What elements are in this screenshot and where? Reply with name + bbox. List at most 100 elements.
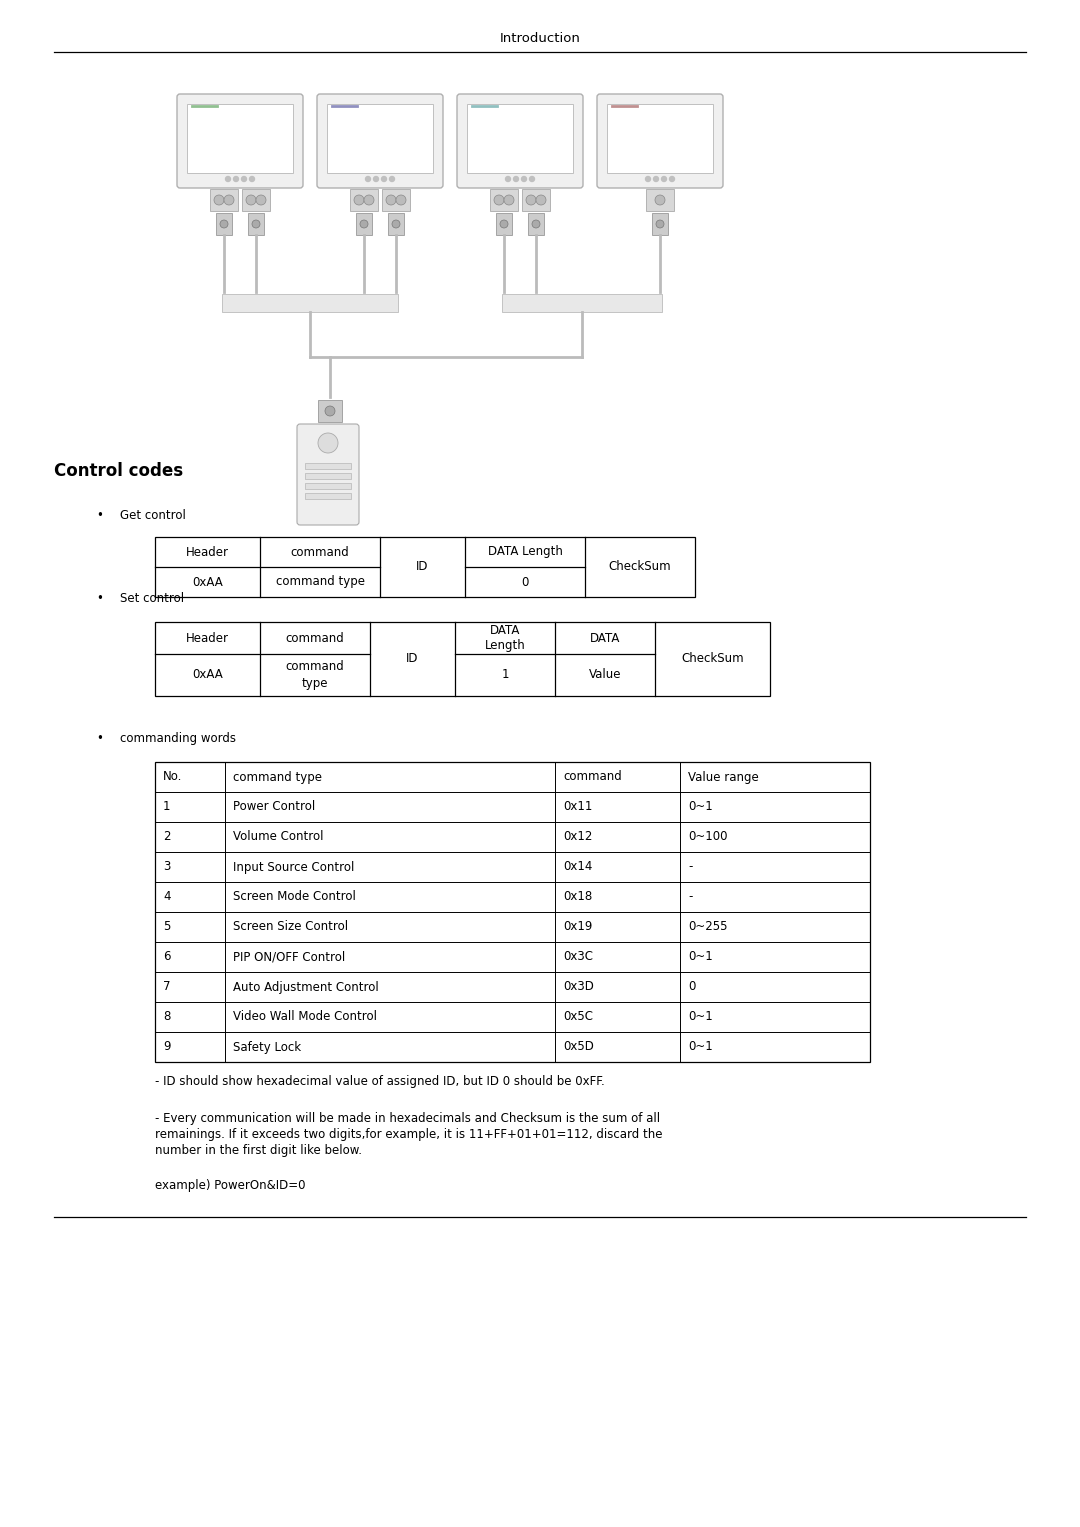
Circle shape bbox=[390, 177, 394, 182]
Text: No.: No. bbox=[163, 771, 183, 783]
Bar bbox=[607, 104, 713, 173]
Circle shape bbox=[670, 177, 675, 182]
Text: 0x3D: 0x3D bbox=[563, 980, 594, 994]
Text: Introduction: Introduction bbox=[500, 32, 580, 44]
Bar bbox=[522, 189, 550, 211]
Text: 6: 6 bbox=[163, 950, 171, 964]
Circle shape bbox=[494, 195, 504, 205]
Bar bbox=[156, 621, 770, 696]
Text: Value: Value bbox=[589, 669, 621, 681]
Text: DATA: DATA bbox=[590, 632, 620, 644]
Text: remainings. If it exceeds two digits,for example, it is 11+FF+01+01=112, discard: remainings. If it exceeds two digits,for… bbox=[156, 1128, 662, 1141]
Text: -: - bbox=[688, 890, 692, 904]
Circle shape bbox=[500, 220, 508, 228]
Circle shape bbox=[226, 177, 230, 182]
Circle shape bbox=[325, 406, 335, 415]
Text: 0x11: 0x11 bbox=[563, 800, 592, 814]
Text: 0~1: 0~1 bbox=[688, 800, 713, 814]
Text: 8: 8 bbox=[163, 1011, 171, 1023]
Bar bbox=[156, 538, 696, 597]
Circle shape bbox=[513, 177, 518, 182]
Circle shape bbox=[661, 177, 666, 182]
Circle shape bbox=[396, 195, 406, 205]
Text: 3: 3 bbox=[163, 861, 171, 873]
Bar bbox=[356, 212, 372, 235]
Bar bbox=[502, 295, 662, 312]
Bar bbox=[496, 212, 512, 235]
Text: •: • bbox=[96, 731, 104, 745]
Text: command: command bbox=[563, 771, 622, 783]
Circle shape bbox=[242, 177, 246, 182]
FancyBboxPatch shape bbox=[597, 95, 723, 188]
Circle shape bbox=[224, 195, 234, 205]
Bar bbox=[646, 189, 674, 211]
Circle shape bbox=[532, 220, 540, 228]
Circle shape bbox=[374, 177, 378, 182]
Text: Safety Lock: Safety Lock bbox=[233, 1040, 301, 1054]
Text: 0~100: 0~100 bbox=[688, 831, 728, 843]
Text: •: • bbox=[96, 592, 104, 605]
Text: 5: 5 bbox=[163, 921, 171, 933]
Text: Set control: Set control bbox=[120, 592, 184, 605]
Circle shape bbox=[526, 195, 536, 205]
Text: command type: command type bbox=[233, 771, 322, 783]
Text: 0xAA: 0xAA bbox=[192, 669, 222, 681]
Bar bbox=[652, 212, 669, 235]
FancyBboxPatch shape bbox=[177, 95, 303, 188]
Text: 0~255: 0~255 bbox=[688, 921, 728, 933]
Text: CheckSum: CheckSum bbox=[609, 560, 672, 574]
FancyBboxPatch shape bbox=[318, 95, 443, 188]
Bar bbox=[216, 212, 232, 235]
Text: Auto Adjustment Control: Auto Adjustment Control bbox=[233, 980, 379, 994]
Text: 0x5C: 0x5C bbox=[563, 1011, 593, 1023]
Text: command: command bbox=[291, 545, 349, 559]
Text: 0: 0 bbox=[522, 576, 529, 588]
Bar bbox=[327, 104, 433, 173]
Circle shape bbox=[646, 177, 650, 182]
Text: command: command bbox=[285, 632, 345, 644]
Text: Header: Header bbox=[186, 545, 229, 559]
Text: 0x18: 0x18 bbox=[563, 890, 592, 904]
Bar bbox=[318, 400, 342, 421]
Text: 1: 1 bbox=[501, 669, 509, 681]
Bar bbox=[305, 493, 351, 499]
Text: DATA
Length: DATA Length bbox=[485, 623, 525, 652]
Text: CheckSum: CheckSum bbox=[681, 652, 744, 666]
Text: 4: 4 bbox=[163, 890, 171, 904]
Bar bbox=[210, 189, 238, 211]
Text: example) PowerOn&ID=0: example) PowerOn&ID=0 bbox=[156, 1179, 306, 1193]
Bar bbox=[305, 473, 351, 479]
Circle shape bbox=[536, 195, 546, 205]
Circle shape bbox=[653, 177, 659, 182]
Text: ID: ID bbox=[406, 652, 419, 666]
Text: Volume Control: Volume Control bbox=[233, 831, 324, 843]
Text: command
type: command type bbox=[285, 661, 345, 690]
Bar bbox=[467, 104, 573, 173]
Text: 0x3C: 0x3C bbox=[563, 950, 593, 964]
Text: Input Source Control: Input Source Control bbox=[233, 861, 354, 873]
Text: Value range: Value range bbox=[688, 771, 759, 783]
Text: number in the first digit like below.: number in the first digit like below. bbox=[156, 1144, 362, 1157]
Text: - Every communication will be made in hexadecimals and Checksum is the sum of al: - Every communication will be made in he… bbox=[156, 1112, 660, 1125]
Text: Control codes: Control codes bbox=[54, 463, 184, 479]
Text: 0~1: 0~1 bbox=[688, 1040, 713, 1054]
Text: 2: 2 bbox=[163, 831, 171, 843]
Text: Screen Mode Control: Screen Mode Control bbox=[233, 890, 356, 904]
Circle shape bbox=[529, 177, 535, 182]
Text: Power Control: Power Control bbox=[233, 800, 315, 814]
Bar bbox=[350, 189, 378, 211]
Text: 0x12: 0x12 bbox=[563, 831, 592, 843]
Circle shape bbox=[252, 220, 260, 228]
Circle shape bbox=[233, 177, 239, 182]
Circle shape bbox=[214, 195, 224, 205]
Bar bbox=[388, 212, 404, 235]
Text: 0~1: 0~1 bbox=[688, 950, 713, 964]
Text: -: - bbox=[688, 861, 692, 873]
Circle shape bbox=[256, 195, 266, 205]
Text: 0x19: 0x19 bbox=[563, 921, 592, 933]
Text: Get control: Get control bbox=[120, 508, 186, 522]
Bar bbox=[305, 483, 351, 489]
Circle shape bbox=[505, 177, 511, 182]
Text: - ID should show hexadecimal value of assigned ID, but ID 0 should be 0xFF.: - ID should show hexadecimal value of as… bbox=[156, 1075, 605, 1089]
Bar bbox=[528, 212, 544, 235]
